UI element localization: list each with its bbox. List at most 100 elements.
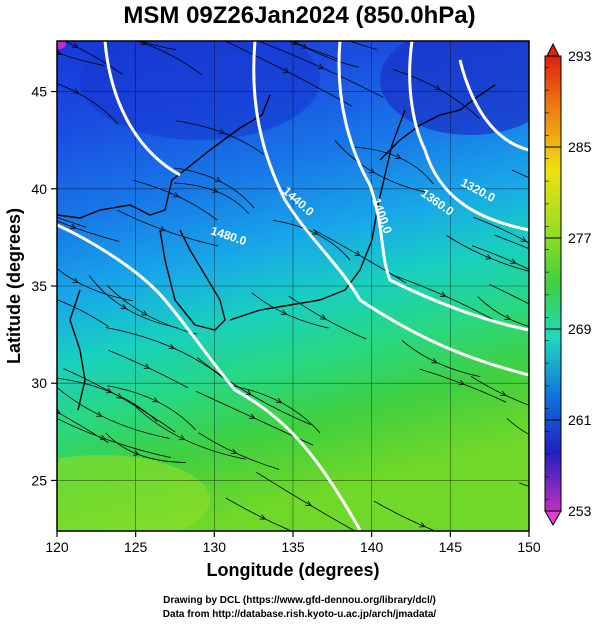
credit-drawing: Drawing by DCL (https://www.gfd-dennou.o…	[163, 595, 436, 606]
streamline-arrow	[168, 343, 175, 349]
streamline-arrow	[434, 85, 441, 91]
streamline-arrow	[368, 167, 376, 174]
streamline	[139, 41, 177, 51]
streamline	[57, 216, 87, 228]
colorbar-top-arrow	[546, 42, 560, 57]
y-tick-label: 30	[31, 375, 47, 391]
wind-streamlines	[27, 28, 599, 531]
colorbar-ticks: 293 285 277 269 261 253	[545, 48, 592, 519]
streamline-arrow	[72, 277, 79, 283]
x-tick-label: 130	[203, 539, 227, 555]
streamline-arrow	[116, 393, 123, 399]
y-tick-label: 45	[31, 84, 47, 100]
streamline-arrow	[568, 352, 574, 357]
colorbar-bottom-arrow	[544, 510, 562, 527]
streamline	[489, 284, 529, 305]
streamline-arrow	[520, 236, 527, 242]
streamline-arrow	[311, 229, 319, 235]
credit-data: Data from http://database.rish.kyoto-u.a…	[162, 609, 437, 620]
streamline-arrow	[589, 261, 595, 266]
magenta-corner	[57, 41, 66, 49]
x-tick-label: 125	[124, 539, 148, 555]
streamline-arrow	[305, 500, 312, 507]
streamline-arrow	[230, 448, 238, 454]
map-title: MSM 09Z26Jan2024 (850.0hPa)	[123, 2, 476, 29]
streamline-arrow	[419, 522, 426, 528]
streamline	[348, 41, 378, 51]
x-tick-label: 140	[360, 539, 384, 555]
streamline-arrow	[48, 294, 54, 299]
x-axis-title: Longitude (degrees)	[206, 560, 379, 580]
streamline-arrow	[431, 358, 438, 364]
streamline-arrow	[214, 176, 222, 183]
y-axis: 25 30 35 40 45	[31, 84, 57, 488]
streamline-arrow	[458, 379, 465, 386]
contour-line-misc	[103, 41, 181, 177]
contour-line-1400	[337, 41, 529, 332]
streamline-arrow	[96, 411, 103, 417]
streamline	[532, 238, 599, 295]
warm-sw	[57, 455, 210, 531]
streamline-arrow	[99, 434, 107, 441]
colorbar-label: 261	[568, 412, 592, 428]
streamline-arrow	[510, 258, 517, 264]
streamline-arrow	[106, 388, 113, 394]
streamline-arrow	[120, 303, 128, 310]
streamline-arrow	[179, 434, 186, 441]
streamline-arrow	[27, 204, 33, 209]
streamline-arrow	[141, 310, 148, 316]
y-axis-title: Latitude (degrees)	[4, 208, 24, 364]
streamline-arrow	[245, 389, 252, 396]
colorbar-bar	[544, 55, 562, 512]
colorbar-label: 269	[568, 321, 592, 337]
streamline-arrow	[111, 28, 117, 33]
x-tick-label: 150	[517, 539, 541, 555]
streamline-arrow	[325, 30, 331, 35]
coastlines	[57, 84, 496, 411]
colorbar-label: 253	[568, 503, 592, 519]
y-tick-label: 35	[31, 278, 47, 294]
streamline-arrow	[301, 43, 308, 49]
streamline-arrow	[143, 363, 151, 369]
streamline-arrow	[280, 309, 288, 315]
streamline-arrow	[282, 67, 290, 73]
streamline-arrow	[71, 42, 79, 48]
streamline-arrow	[275, 397, 283, 404]
streamline-arrow	[485, 254, 492, 260]
contour-line-1440	[252, 41, 529, 377]
streamline-arrow	[249, 413, 256, 419]
y-tick-label: 25	[31, 472, 47, 488]
streamline-arrow	[504, 314, 512, 320]
streamline	[57, 299, 109, 327]
streamline-arrow	[354, 250, 361, 257]
contour-line-1360	[408, 41, 529, 232]
streamline	[511, 169, 529, 179]
colorbar-label: 293	[568, 48, 592, 64]
streamline	[506, 418, 529, 435]
streamline-arrow	[500, 390, 507, 396]
streamline-arrow	[72, 88, 80, 94]
colorbar-label: 285	[568, 139, 592, 155]
streamline-arrow	[133, 450, 140, 456]
height-contours	[57, 41, 529, 531]
streamline-arrow	[57, 408, 62, 415]
streamline-arrow	[173, 192, 180, 198]
x-tick-label: 145	[439, 539, 463, 555]
streamline-arrow	[218, 128, 226, 135]
x-tick-label: 135	[281, 539, 305, 555]
contour-line-1320	[458, 59, 529, 152]
cold-core-nw	[80, 41, 320, 140]
streamline-arrow	[317, 63, 325, 69]
streamline-arrow	[259, 514, 267, 520]
streamline-arrow	[395, 153, 402, 159]
y-tick-label: 40	[31, 181, 47, 197]
streamline	[494, 234, 529, 250]
streamline-arrow	[212, 187, 219, 193]
colorbar: 293 285 277 269 261 253	[544, 42, 592, 527]
streamline	[532, 344, 599, 375]
streamline-arrow	[440, 291, 447, 297]
streamline-arrow	[70, 223, 77, 230]
contour-line-1480	[57, 223, 362, 531]
colorbar-label: 277	[568, 230, 592, 246]
